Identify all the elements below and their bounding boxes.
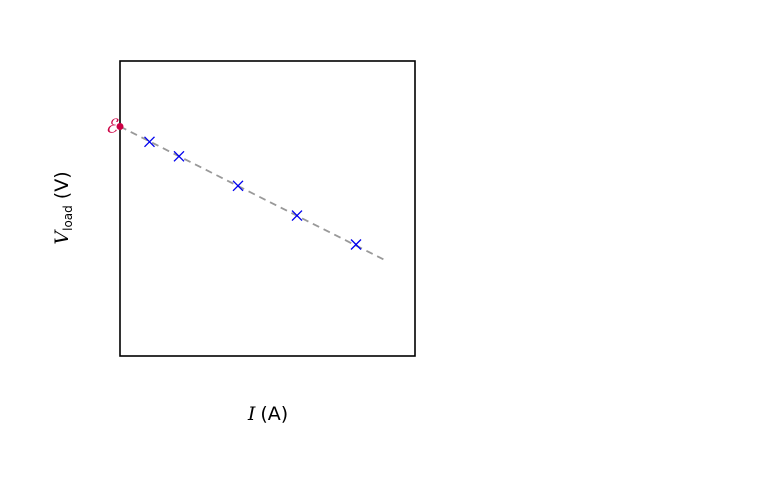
x-axis-label: I (A) — [247, 403, 288, 425]
emf-label: ℰ — [105, 115, 119, 137]
data-point-marker — [291, 210, 303, 222]
fit-line — [119, 125, 386, 262]
x-axis-unit: (A) — [260, 403, 288, 425]
plot-frame — [119, 60, 416, 357]
data-point-marker — [350, 239, 362, 250]
data-point-marker — [173, 150, 185, 162]
y-axis-unit: (V) — [51, 171, 73, 199]
data-points — [144, 136, 362, 250]
x-axis-symbol: I — [247, 403, 256, 425]
emf-intercept-point — [116, 122, 124, 130]
y-axis-subscript: load — [61, 205, 75, 231]
y-axis-symbol: V — [51, 229, 73, 245]
y-axis-label: Vload (V) — [51, 171, 75, 244]
data-point-marker — [232, 180, 244, 192]
data-point-marker — [144, 136, 155, 148]
